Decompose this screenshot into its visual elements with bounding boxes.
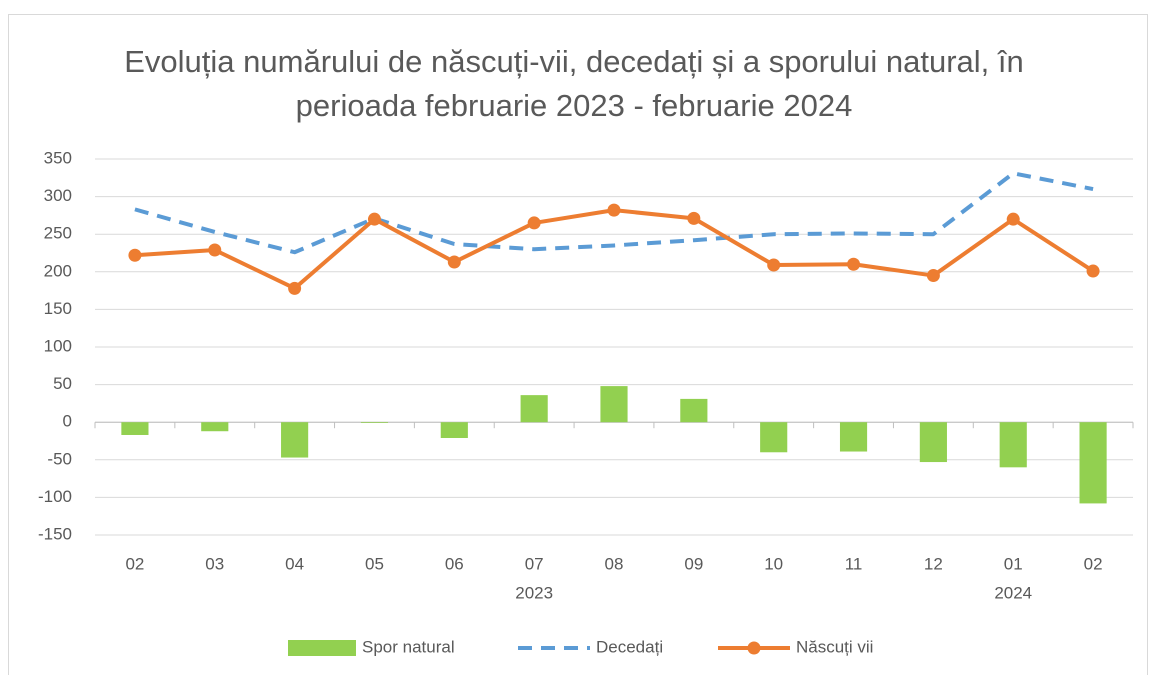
- point: [208, 243, 222, 257]
- x-tick-label: 07: [525, 554, 544, 573]
- y-tick-label: 250: [44, 224, 72, 243]
- point: [128, 248, 142, 262]
- legend-swatch: [288, 640, 356, 656]
- y-tick-label: 200: [44, 261, 72, 280]
- x-tick-label: 06: [445, 554, 464, 573]
- bar: [201, 422, 229, 432]
- x-tick-label: 11: [845, 554, 863, 573]
- bar: [1079, 422, 1107, 504]
- x-tick-label: 02: [1084, 554, 1103, 573]
- legend-label: Decedați: [596, 637, 663, 656]
- y-tick-label: 50: [53, 374, 72, 393]
- bar: [999, 422, 1027, 468]
- legend-label: Născuți vii: [796, 637, 873, 656]
- bar: [281, 422, 309, 458]
- bar: [121, 422, 149, 435]
- bar: [680, 398, 708, 423]
- bar: [440, 422, 468, 438]
- y-tick-label: 150: [44, 299, 72, 318]
- x-tick-label: 01: [1004, 554, 1023, 573]
- legend-label: Spor natural: [362, 637, 455, 656]
- chart-frame: [8, 14, 1148, 675]
- y-tick-label: 100: [44, 336, 72, 355]
- y-tick-label: 0: [63, 412, 72, 431]
- y-tick-label: -150: [38, 524, 72, 543]
- bar: [839, 422, 868, 452]
- y-tick-label: -100: [38, 487, 72, 506]
- point: [367, 212, 381, 226]
- x-tick-label: 12: [924, 554, 943, 573]
- legend-marker: [747, 641, 761, 655]
- year-label: 2024: [994, 583, 1032, 602]
- point: [527, 216, 541, 230]
- chart-title: Evoluția numărului de născuți-vii, deced…: [124, 44, 1024, 123]
- point: [1006, 212, 1020, 226]
- x-tick-label: 03: [205, 554, 224, 573]
- point: [767, 258, 781, 272]
- bar: [360, 422, 389, 423]
- x-tick-label: 10: [764, 554, 783, 573]
- bar: [520, 395, 548, 423]
- point: [847, 257, 861, 271]
- point: [1086, 264, 1100, 278]
- point: [288, 281, 302, 295]
- x-tick-label: 02: [125, 554, 144, 573]
- y-tick-label: 300: [44, 186, 72, 205]
- x-tick-label: 05: [365, 554, 384, 573]
- x-tick-label: 08: [605, 554, 624, 573]
- point: [926, 269, 940, 283]
- x-tick-label: 09: [684, 554, 703, 573]
- point: [607, 203, 621, 217]
- bar: [760, 422, 788, 453]
- x-tick-label: 04: [285, 554, 304, 573]
- point: [687, 211, 701, 225]
- y-tick-label: -50: [47, 449, 72, 468]
- year-label: 2023: [515, 583, 553, 602]
- bar: [919, 422, 947, 463]
- bar: [600, 386, 628, 423]
- y-tick-label: 350: [44, 148, 72, 167]
- line: [134, 171, 1094, 255]
- point: [447, 255, 461, 269]
